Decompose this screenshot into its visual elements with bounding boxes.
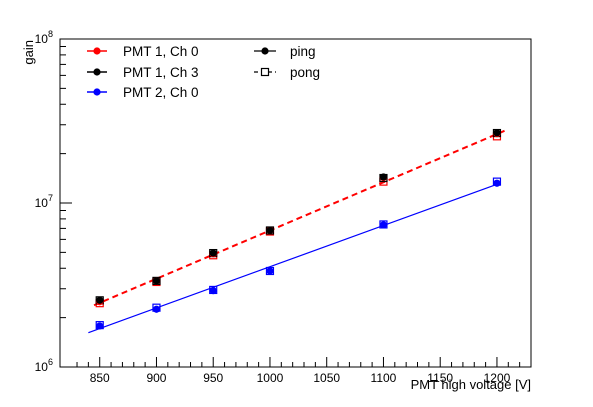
legend-label: pong	[290, 65, 320, 80]
legend-marker	[93, 47, 101, 55]
ping-point	[96, 296, 104, 304]
legend-label: ping	[290, 44, 316, 59]
x-tick-label: 900	[146, 371, 166, 385]
data-points	[95, 128, 502, 330]
y-axis: 106 107 108	[35, 29, 72, 374]
x-tick-label: 850	[90, 371, 110, 385]
ping-point	[493, 129, 501, 137]
x-axis-label: PMT high voltage [V]	[411, 377, 531, 392]
legend-label: PMT 1, Ch 0	[123, 44, 199, 59]
x-tick-label: 950	[203, 371, 223, 385]
legend-marker	[260, 67, 270, 77]
y-axis-label: gain	[21, 40, 36, 65]
ping-point	[266, 267, 274, 275]
ping-point	[379, 221, 388, 229]
ping-point	[152, 305, 161, 313]
fit-line	[93, 129, 507, 307]
fit-lines	[88, 129, 507, 334]
legend-label: PMT 2, Ch 0	[123, 85, 199, 100]
ping-point	[379, 173, 388, 181]
x-tick-label: 1100	[371, 371, 397, 385]
fit-line	[88, 183, 498, 334]
ping-point	[209, 287, 217, 295]
y-tick-label: 106	[35, 357, 53, 374]
ping-point	[266, 226, 274, 235]
legend-marker	[261, 47, 269, 55]
ping-point	[493, 179, 501, 187]
legend: PMT 1, Ch 0 PMT 1, Ch 3 PMT 2, Ch 0 ping pon…	[87, 44, 320, 100]
legend-marker	[93, 68, 101, 76]
x-tick-label: 1050	[313, 371, 340, 385]
ping-point	[152, 277, 161, 285]
ping-point	[209, 249, 217, 257]
x-tick-label: 1200	[484, 371, 511, 385]
legend-marker	[93, 88, 101, 96]
x-tick-label: 1150	[427, 371, 453, 385]
x-tick-label: 1000	[257, 371, 284, 385]
y-tick-label: 108	[35, 29, 53, 46]
legend-label: PMT 1, Ch 3	[123, 65, 199, 80]
y-tick-label: 107	[35, 193, 53, 210]
x-axis: 850 900 950 1000 1050 1100 1150 1200	[76, 357, 521, 385]
ping-point	[96, 322, 104, 330]
